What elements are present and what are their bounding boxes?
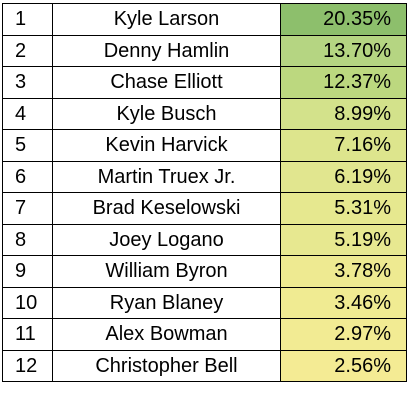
rank-cell: 3 bbox=[2, 66, 53, 99]
rank-cell: 11 bbox=[2, 318, 53, 351]
table-row: 12 Christopher Bell 2.56% bbox=[2, 349, 407, 382]
percentage-cell: 2.97% bbox=[280, 318, 407, 351]
percentage-cell: 3.78% bbox=[280, 255, 407, 288]
driver-name-cell: Alex Bowman bbox=[52, 318, 281, 351]
table-row: 4 Kyle Busch 8.99% bbox=[2, 97, 407, 130]
percentage-cell: 2.56% bbox=[280, 349, 407, 382]
driver-name-cell: Chase Elliott bbox=[52, 66, 281, 99]
rank-cell: 10 bbox=[2, 286, 53, 319]
driver-name-cell: Joey Logano bbox=[52, 223, 281, 256]
rank-cell: 4 bbox=[2, 97, 53, 130]
rank-cell: 8 bbox=[2, 223, 53, 256]
rank-cell: 9 bbox=[2, 255, 53, 288]
percentage-cell: 8.99% bbox=[280, 97, 407, 130]
table-row: 1 Kyle Larson 20.35% bbox=[2, 3, 407, 36]
percentage-cell: 20.35% bbox=[280, 3, 407, 36]
percentage-cell: 7.16% bbox=[280, 129, 407, 162]
percentage-cell: 5.19% bbox=[280, 223, 407, 256]
driver-name-cell: Brad Keselowski bbox=[52, 192, 281, 225]
standings-table-body: 1 Kyle Larson 20.35% 2 Denny Hamlin 13.70% 3 Ch… bbox=[2, 3, 407, 382]
table-row: 10 Ryan Blaney 3.46% bbox=[2, 286, 407, 319]
rank-cell: 6 bbox=[2, 160, 53, 193]
rank-cell: 2 bbox=[2, 34, 53, 67]
table-row: 5 Kevin Harvick 7.16% bbox=[2, 129, 407, 162]
table-row: 3 Chase Elliott 12.37% bbox=[2, 66, 407, 99]
rank-cell: 12 bbox=[2, 349, 53, 382]
table-row: 9 William Byron 3.78% bbox=[2, 255, 407, 288]
driver-name-cell: Christopher Bell bbox=[52, 349, 281, 382]
table-row: 8 Joey Logano 5.19% bbox=[2, 223, 407, 256]
rank-cell: 7 bbox=[2, 192, 53, 225]
percentage-cell: 12.37% bbox=[280, 66, 407, 99]
driver-name-cell: Kevin Harvick bbox=[52, 129, 281, 162]
percentage-cell: 13.70% bbox=[280, 34, 407, 67]
percentage-cell: 5.31% bbox=[280, 192, 407, 225]
percentage-cell: 6.19% bbox=[280, 160, 407, 193]
driver-name-cell: Martin Truex Jr. bbox=[52, 160, 281, 193]
driver-name-cell: Denny Hamlin bbox=[52, 34, 281, 67]
table-row: 6 Martin Truex Jr. 6.19% bbox=[2, 160, 407, 193]
driver-name-cell: Kyle Busch bbox=[52, 97, 281, 130]
table-row: 11 Alex Bowman 2.97% bbox=[2, 318, 407, 351]
table-row: 7 Brad Keselowski 5.31% bbox=[2, 192, 407, 225]
standings-table: 1 Kyle Larson 20.35% 2 Denny Hamlin 13.70% 3 Ch… bbox=[2, 3, 407, 382]
rank-cell: 5 bbox=[2, 129, 53, 162]
driver-name-cell: Kyle Larson bbox=[52, 3, 281, 36]
rank-cell: 1 bbox=[2, 3, 53, 36]
table-row: 2 Denny Hamlin 13.70% bbox=[2, 34, 407, 67]
driver-name-cell: William Byron bbox=[52, 255, 281, 288]
percentage-cell: 3.46% bbox=[280, 286, 407, 319]
driver-name-cell: Ryan Blaney bbox=[52, 286, 281, 319]
